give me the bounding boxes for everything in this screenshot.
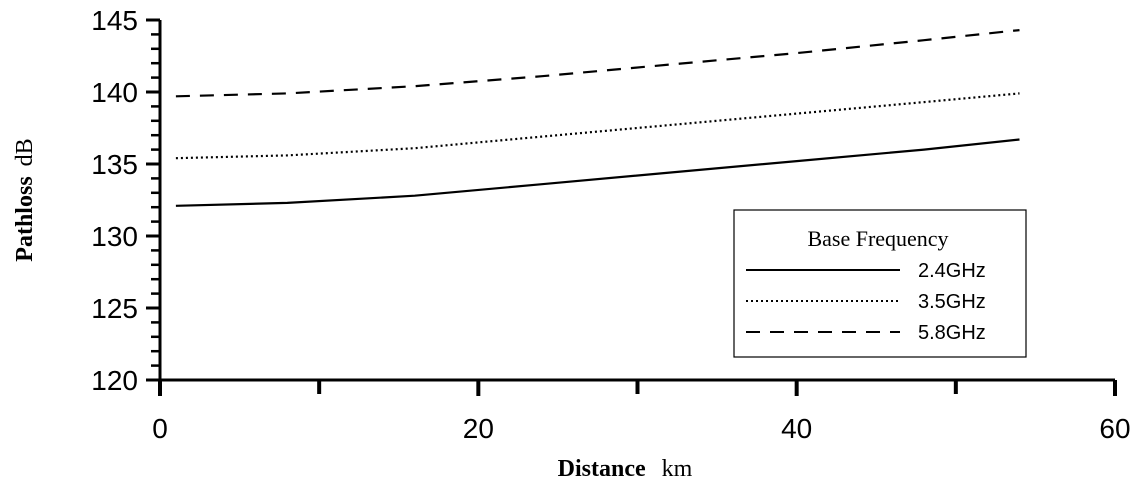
x-axis-title-unit: km (662, 456, 693, 482)
legend-label-5-8ghz: 5.8GHz (918, 322, 986, 344)
y-tick-label: 145 (91, 5, 138, 36)
legend-label-3-5ghz: 3.5GHz (918, 291, 986, 313)
y-tick-label: 135 (91, 149, 138, 180)
series-line-2-4ghz (175, 138, 1020, 207)
legend-label-2-4ghz: 2.4GHz (918, 260, 986, 282)
x-tick-label: 40 (781, 413, 812, 444)
y-tick-label: 125 (91, 293, 138, 324)
x-axis-title: Distance km (558, 456, 693, 482)
x-axis-title-main: Distance (558, 456, 646, 482)
legend: Base Frequency 2.4GHz 3.5GHz 5.8GHz (733, 209, 1027, 358)
series-lines (175, 29, 1020, 207)
series-line-5-8ghz (175, 29, 1020, 98)
legend-title: Base Frequency (807, 226, 948, 251)
y-tick-label: 130 (91, 221, 138, 252)
series-line-3-5ghz (175, 92, 1020, 160)
ticks: 120 125 130 135 140 145 0 20 40 60 (91, 5, 1130, 444)
y-axis-title-unit: dB (12, 138, 38, 166)
x-tick-label: 0 (152, 413, 168, 444)
x-tick-label: 60 (1099, 413, 1130, 444)
x-tick-label: 20 (463, 413, 494, 444)
y-tick-label: 140 (91, 77, 138, 108)
y-axis-title: Pathloss dB (12, 138, 38, 261)
y-axis-title-main: Pathloss (12, 176, 38, 261)
y-tick-label: 120 (91, 365, 138, 396)
